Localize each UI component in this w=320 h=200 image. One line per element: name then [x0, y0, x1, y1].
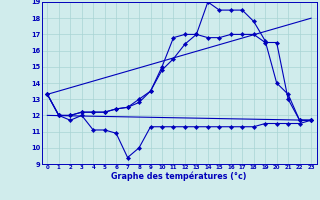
- X-axis label: Graphe des températures (°c): Graphe des températures (°c): [111, 172, 247, 181]
